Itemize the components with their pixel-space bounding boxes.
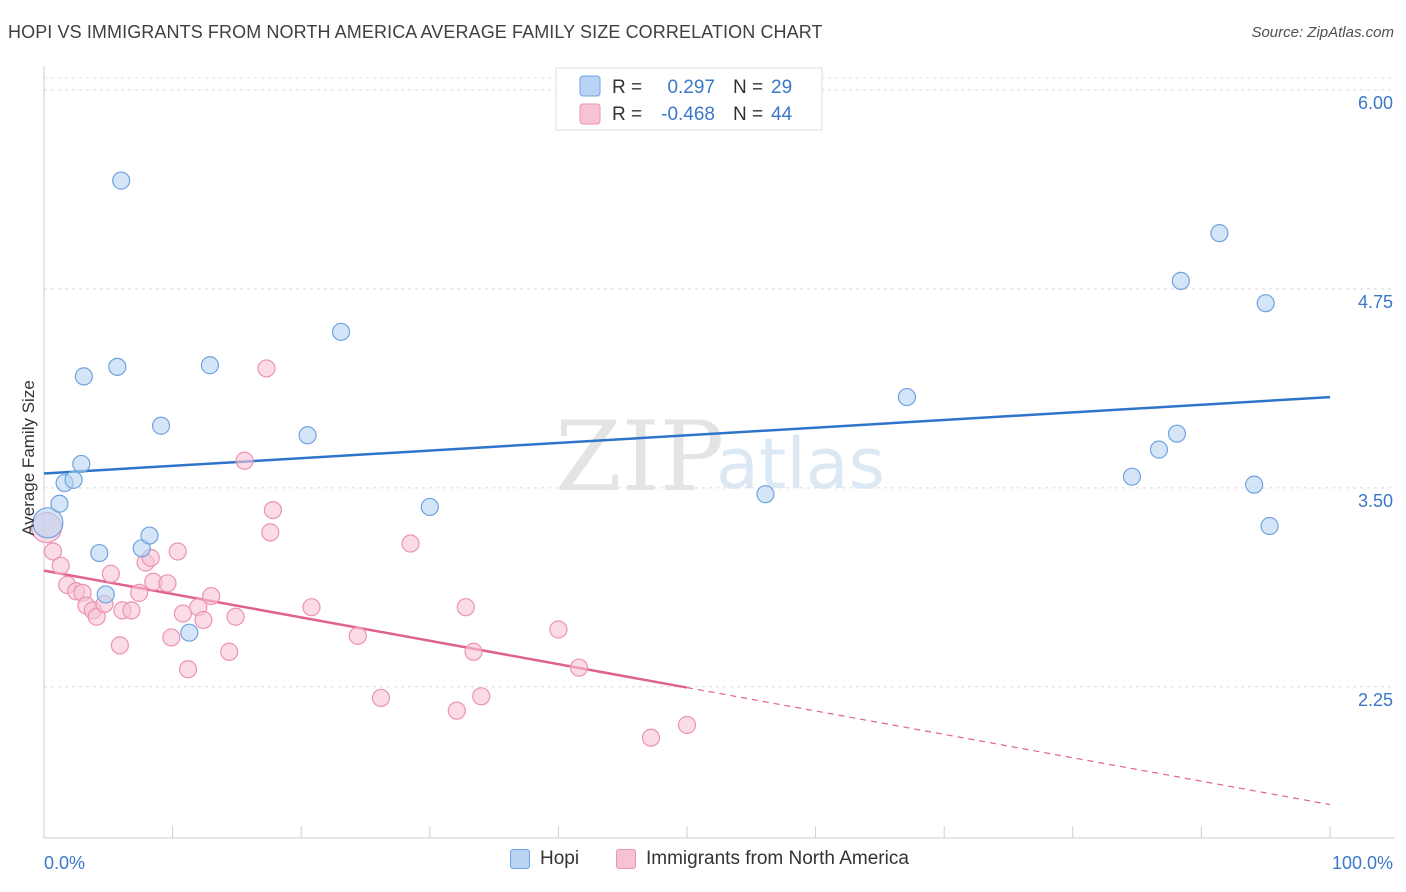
chart-source: Source: ZipAtlas.com: [1251, 24, 1394, 41]
gridlines: [44, 77, 1395, 688]
hopi-point: [1122, 467, 1142, 486]
hopi-point: [1256, 294, 1275, 313]
hopi-point: [140, 526, 159, 545]
y-axis-label: Average Family Size: [19, 380, 38, 536]
immigrants-point: [472, 687, 491, 706]
x-tick-labels: 0.0% 100.0%: [44, 853, 1393, 873]
legend-r-label-hopi: R =: [612, 77, 642, 98]
bottom-legend-item-immigrants: Immigrants from North America: [616, 848, 909, 870]
watermark-atlas: atlas: [716, 423, 885, 505]
immigrants-point: [130, 583, 149, 602]
trend-line-solid: [43, 395, 1331, 475]
immigrants-point: [261, 523, 280, 542]
immigrants-point: [447, 701, 466, 720]
bottom-legend-label-immigrants: Immigrants from North America: [646, 848, 909, 869]
hopi-point: [64, 470, 83, 489]
immigrants-point: [464, 642, 483, 661]
legend-n-value-immigrants: 44: [771, 104, 793, 125]
immigrants-point: [101, 564, 120, 583]
immigrants-point: [235, 451, 254, 470]
immigrants-point: [401, 534, 420, 553]
hopi-point: [112, 171, 131, 190]
y-tick-labels: 2.25 3.50 4.75 6.00: [1358, 93, 1393, 710]
legend-n-label-hopi: N =: [733, 77, 763, 98]
immigrants-point: [302, 598, 321, 617]
y-tick-label: 3.50: [1358, 491, 1393, 511]
immigrants-point: [456, 598, 475, 617]
immigrants-point: [677, 715, 697, 735]
immigrants-point: [43, 542, 63, 561]
immigrants-point: [226, 607, 245, 626]
hopi-point: [897, 387, 917, 407]
hopi-point: [72, 454, 91, 474]
hopi-point: [74, 367, 93, 386]
trend-line-dashed: [686, 686, 1331, 806]
data-points: [30, 171, 1279, 747]
y-tick-label: 6.00: [1358, 93, 1393, 113]
hopi-point: [108, 357, 127, 376]
hopi-point: [96, 585, 115, 604]
immigrants-point: [371, 688, 391, 708]
y-tick-label: 2.25: [1358, 690, 1393, 710]
legend-r-value-hopi: 0.297: [667, 77, 715, 98]
bottom-legend-item-hopi: Hopi: [510, 848, 579, 870]
legend-r-value-immigrants: -0.468: [661, 104, 715, 125]
watermark: ZIP atlas: [555, 401, 885, 513]
bottom-legend: Hopi Immigrants from North America: [0, 848, 1406, 878]
legend-swatch-hopi: [579, 75, 601, 97]
immigrants-point: [348, 626, 367, 645]
immigrants-point: [168, 542, 187, 561]
hopi-point: [756, 485, 775, 504]
immigrants-point: [202, 586, 221, 606]
immigrants-point: [257, 359, 276, 378]
hopi-point: [32, 507, 64, 539]
hopi-point: [1260, 516, 1279, 536]
hopi-point: [298, 426, 317, 445]
chart-title: HOPI VS IMMIGRANTS FROM NORTH AMERICA AV…: [8, 22, 823, 42]
immigrants-point: [569, 658, 589, 677]
watermark-zip: ZIP: [555, 401, 724, 513]
immigrants-point: [549, 620, 568, 639]
x-tick-label-max: 100.0%: [1332, 853, 1393, 873]
hopi-point: [331, 322, 351, 341]
immigrants-point: [178, 660, 198, 679]
immigrants-point: [51, 556, 70, 575]
bottom-legend-swatch-immigrants: [616, 849, 636, 869]
hopi-point: [1167, 424, 1187, 443]
immigrants-point: [173, 604, 192, 623]
legend-n-label-immigrants: N =: [733, 104, 763, 125]
hopi-point: [90, 543, 109, 563]
axes: [43, 66, 1395, 839]
immigrants-point: [220, 642, 239, 661]
legend-swatch-immigrants: [579, 103, 601, 125]
immigrants-point: [110, 636, 129, 655]
hopi-point: [151, 416, 171, 435]
x-tick-label-min: 0.0%: [44, 853, 85, 873]
top-legend: R = 0.297 N = 29 R = -0.468 N = 44: [555, 67, 823, 131]
legend-r-label-immigrants: R =: [612, 104, 642, 125]
immigrants-point: [162, 628, 181, 647]
hopi-point: [180, 623, 199, 642]
hopi-point: [1149, 440, 1169, 459]
immigrants-point: [158, 574, 177, 593]
immigrants-point: [194, 610, 213, 630]
hopi-point: [1171, 271, 1190, 290]
immigrants-point: [122, 601, 141, 620]
y-tick-label: 4.75: [1358, 292, 1393, 312]
hopi-point: [1245, 475, 1264, 494]
hopi-point: [200, 356, 219, 375]
bottom-legend-label-hopi: Hopi: [540, 848, 580, 869]
immigrants-point: [641, 728, 661, 747]
hopi-point: [50, 494, 69, 513]
hopi-point: [420, 497, 439, 517]
immigrants-point: [263, 500, 283, 520]
hopi-point: [1210, 224, 1229, 243]
bottom-legend-swatch-hopi: [510, 849, 530, 869]
legend-n-value-hopi: 29: [771, 77, 792, 98]
